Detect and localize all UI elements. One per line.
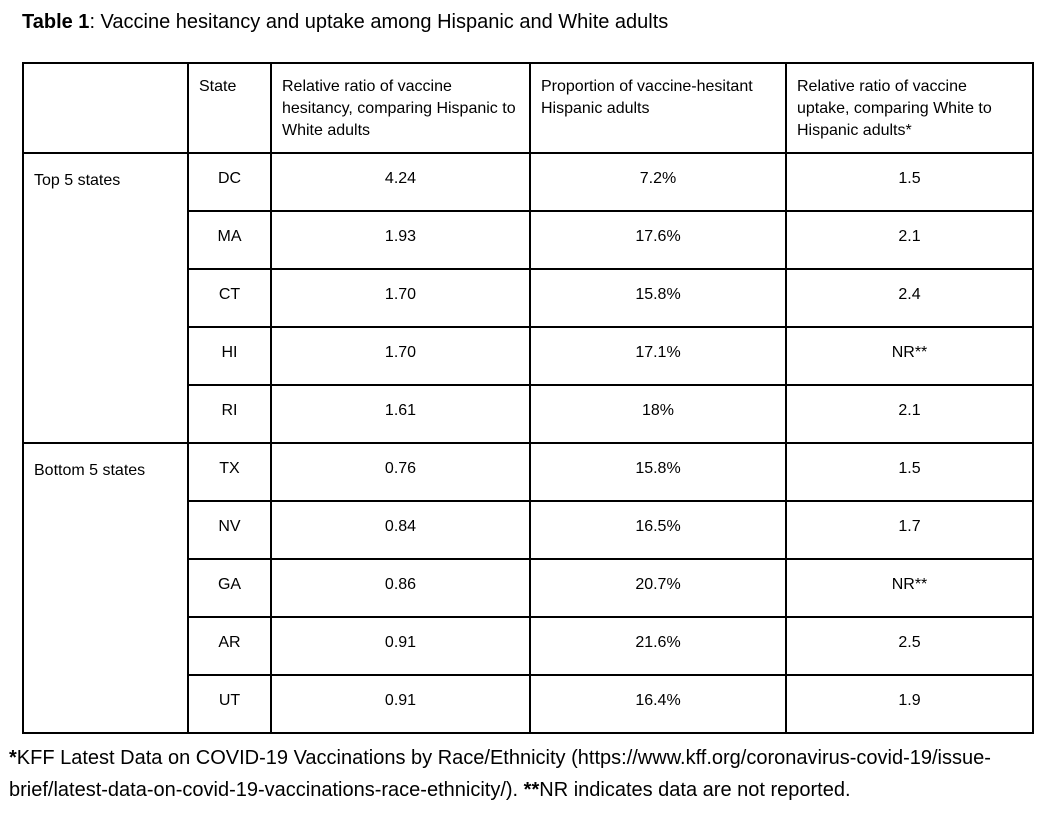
table-caption-label: Table 1 bbox=[22, 11, 90, 33]
hesitant-proportion-cell: 17.6% bbox=[529, 210, 787, 270]
hesitancy-ratio-cell: 0.86 bbox=[270, 558, 531, 618]
table-caption: Table 1: Vaccine hesitancy and uptake am… bbox=[22, 10, 1042, 34]
header-hesitancy-ratio: Relative ratio of vaccine hesitancy, com… bbox=[270, 62, 531, 154]
table-caption-text: : Vaccine hesitancy and uptake among His… bbox=[89, 11, 669, 33]
hesitancy-ratio-cell: 1.70 bbox=[270, 326, 531, 386]
hesitancy-ratio-cell: 4.24 bbox=[270, 152, 531, 212]
state-cell: HI bbox=[187, 326, 272, 386]
uptake-ratio-cell: 1.7 bbox=[785, 500, 1034, 560]
state-cell: RI bbox=[187, 384, 272, 444]
state-cell: AR bbox=[187, 616, 272, 676]
table-row: GA 0.86 20.7% NR** bbox=[23, 558, 1034, 618]
table-row: RI 1.61 18% 2.1 bbox=[23, 384, 1034, 444]
hesitancy-ratio-cell: 0.91 bbox=[270, 616, 531, 676]
group-label-bottom5: Bottom 5 states bbox=[22, 442, 189, 734]
hesitancy-ratio-cell: 1.93 bbox=[270, 210, 531, 270]
table-row: MA 1.93 17.6% 2.1 bbox=[23, 210, 1034, 270]
table-row: Bottom 5 states TX 0.76 15.8% 1.5 bbox=[22, 442, 1034, 734]
table-row: HI 1.70 17.1% NR** bbox=[23, 326, 1034, 386]
uptake-ratio-cell: 1.9 bbox=[785, 674, 1034, 734]
uptake-ratio-cell: 1.5 bbox=[785, 152, 1034, 212]
state-cell: GA bbox=[187, 558, 272, 618]
uptake-ratio-cell: 2.5 bbox=[785, 616, 1034, 676]
table-footnote: *KFF Latest Data on COVID-19 Vaccination… bbox=[9, 742, 1055, 806]
state-cell: CT bbox=[187, 268, 272, 328]
hesitant-proportion-cell: 16.4% bbox=[529, 674, 787, 734]
hesitancy-ratio-cell: 0.84 bbox=[270, 500, 531, 560]
hesitant-proportion-cell: 18% bbox=[529, 384, 787, 444]
state-cell: UT bbox=[187, 674, 272, 734]
hesitant-proportion-cell: 21.6% bbox=[529, 616, 787, 676]
vaccine-hesitancy-table: State Relative ratio of vaccine hesitanc… bbox=[22, 62, 1034, 734]
header-uptake-ratio: Relative ratio of vaccine uptake, compar… bbox=[785, 62, 1034, 154]
hesitant-proportion-cell: 20.7% bbox=[529, 558, 787, 618]
hesitancy-ratio-cell: 1.61 bbox=[270, 384, 531, 444]
table-row: Top 5 states DC 4.24 7.2% 1.5 bbox=[22, 152, 1034, 444]
table-row: AR 0.91 21.6% 2.5 bbox=[23, 616, 1034, 676]
header-group bbox=[22, 62, 189, 154]
state-cell: DC bbox=[187, 152, 272, 212]
uptake-ratio-cell: NR** bbox=[785, 558, 1034, 618]
hesitant-proportion-cell: 17.1% bbox=[529, 326, 787, 386]
footnote-nr-text: NR indicates data are not reported. bbox=[539, 779, 851, 801]
footnote-double-asterisk: ** bbox=[523, 779, 540, 801]
footnote-source-text: KFF Latest Data on COVID-19 Vaccinations… bbox=[9, 747, 991, 801]
table-row: UT 0.91 16.4% 1.9 bbox=[23, 674, 1034, 734]
hesitant-proportion-cell: 15.8% bbox=[529, 442, 787, 502]
table-row: NV 0.84 16.5% 1.7 bbox=[23, 500, 1034, 560]
state-cell: TX bbox=[187, 442, 272, 502]
uptake-ratio-cell: 1.5 bbox=[785, 442, 1034, 502]
footnote-asterisk: * bbox=[9, 747, 17, 769]
hesitant-proportion-cell: 7.2% bbox=[529, 152, 787, 212]
hesitancy-ratio-cell: 0.76 bbox=[270, 442, 531, 502]
table-row: CT 1.70 15.8% 2.4 bbox=[23, 268, 1034, 328]
group-label-top5: Top 5 states bbox=[22, 152, 189, 444]
header-state: State bbox=[187, 62, 272, 154]
header-row: State Relative ratio of vaccine hesitanc… bbox=[22, 62, 1034, 154]
state-cell: MA bbox=[187, 210, 272, 270]
hesitant-proportion-cell: 15.8% bbox=[529, 268, 787, 328]
uptake-ratio-cell: 2.1 bbox=[785, 384, 1034, 444]
header-hesitant-proportion: Proportion of vaccine-hesitant Hispanic … bbox=[529, 62, 787, 154]
uptake-ratio-cell: 2.1 bbox=[785, 210, 1034, 270]
uptake-ratio-cell: NR** bbox=[785, 326, 1034, 386]
hesitancy-ratio-cell: 0.91 bbox=[270, 674, 531, 734]
hesitant-proportion-cell: 16.5% bbox=[529, 500, 787, 560]
hesitancy-ratio-cell: 1.70 bbox=[270, 268, 531, 328]
uptake-ratio-cell: 2.4 bbox=[785, 268, 1034, 328]
state-cell: NV bbox=[187, 500, 272, 560]
